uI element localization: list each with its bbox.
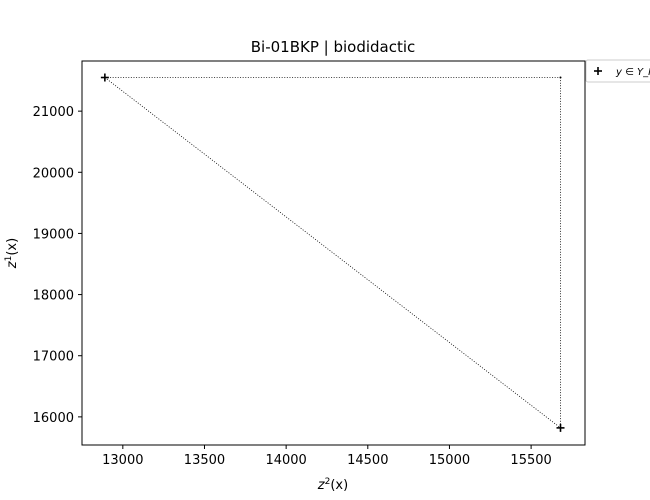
legend-label: y ∈ Y_N — [615, 67, 650, 78]
x-tick-label: 13000 — [102, 453, 143, 468]
envelope-corner-point — [559, 76, 562, 79]
x-tick-label: 15500 — [510, 453, 551, 468]
y-axis-label-base: z — [5, 260, 20, 269]
data-point — [556, 423, 565, 432]
y-tick-label: 16000 — [33, 411, 74, 426]
y-axis-label: z1(x) — [4, 238, 20, 269]
envelope-diagonal-line — [104, 77, 561, 429]
plot-area — [100, 73, 565, 432]
y-tick-label: 21000 — [33, 105, 74, 120]
y-tick-label: 17000 — [33, 350, 74, 365]
legend: y ∈ Y_N — [585, 59, 650, 83]
y-axis-label-sup: 1 — [4, 256, 14, 262]
x-axis: 13000 13500 14000 14500 15000 15500 — [102, 445, 552, 468]
y-tick-label: 19000 — [33, 227, 74, 242]
y-tick-label: 18000 — [33, 289, 74, 304]
x-tick-label: 15000 — [429, 453, 470, 468]
x-axis-label-suffix: (x) — [330, 478, 348, 493]
axes-frame — [81, 60, 586, 446]
x-tick-label: 14500 — [347, 453, 388, 468]
x-axis-label: z2(x) — [317, 477, 348, 493]
y-axis-label-suffix: (x) — [5, 238, 20, 256]
legend-box — [585, 59, 650, 83]
x-tick-label: 14000 — [265, 453, 306, 468]
y-tick-label: 20000 — [33, 166, 74, 181]
chart-title: Bi-01BKP | biodidactic — [251, 38, 416, 56]
legend-marker — [594, 67, 602, 75]
y-axis: 16000 17000 18000 19000 20000 21000 — [33, 105, 82, 426]
x-axis-label-base: z — [317, 478, 326, 493]
x-axis-label-sup: 2 — [325, 477, 331, 487]
data-point — [100, 73, 109, 82]
x-tick-label: 13500 — [184, 453, 225, 468]
